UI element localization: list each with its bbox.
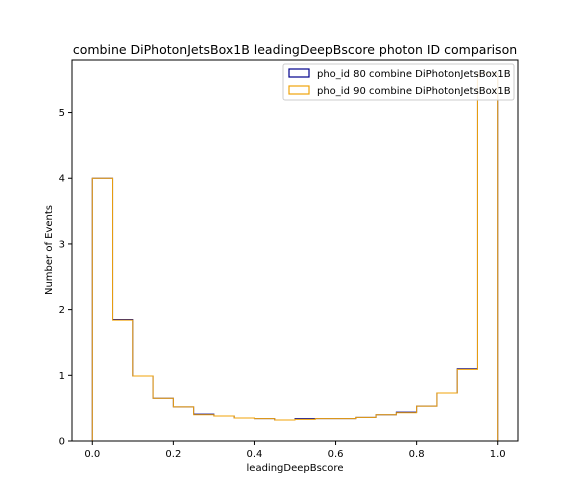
- x-tick-label: 0.8: [409, 449, 425, 460]
- plot-frame: [71, 59, 519, 442]
- legend-swatch-pho-id-90: [288, 85, 310, 95]
- y-tick-label: 5: [59, 108, 65, 119]
- series-layer: [91, 72, 499, 441]
- x-tick-label: 0.4: [247, 449, 263, 460]
- y-tick-label: 1: [59, 371, 65, 382]
- legend-swatch-pho-id-80: [288, 68, 310, 78]
- y-tick-label: 0: [59, 437, 65, 448]
- legend-box: [282, 63, 515, 101]
- legend-label-pho-id-90: pho_id 90 combine DiPhotonJetsBox1B: [317, 86, 511, 97]
- axis-layer: 0.0 0.2 0.4 0.6 0.8 1.0 0 1 2 3 4 5: [59, 108, 506, 460]
- y-axis-label: Number of Events: [44, 205, 55, 295]
- x-tick-label: 0.0: [84, 449, 100, 460]
- chart-title: combine DiPhotonJetsBox1B leadingDeepBsc…: [73, 42, 517, 57]
- y-tick-label: 3: [59, 239, 65, 250]
- x-tick-label: 0.2: [165, 449, 181, 460]
- x-axis-label: leadingDeepBscore: [247, 463, 344, 474]
- x-tick-label: 1.0: [490, 449, 506, 460]
- series-step-1: [91, 72, 499, 441]
- x-tick-label: 0.6: [328, 449, 344, 460]
- legend-label-pho-id-80: pho_id 80 combine DiPhotonJetsBox1B: [317, 69, 511, 80]
- legend: pho_id 80 combine DiPhotonJetsBox1B pho_…: [282, 63, 515, 101]
- y-tick-label: 2: [59, 305, 65, 316]
- y-tick-label: 4: [59, 174, 65, 185]
